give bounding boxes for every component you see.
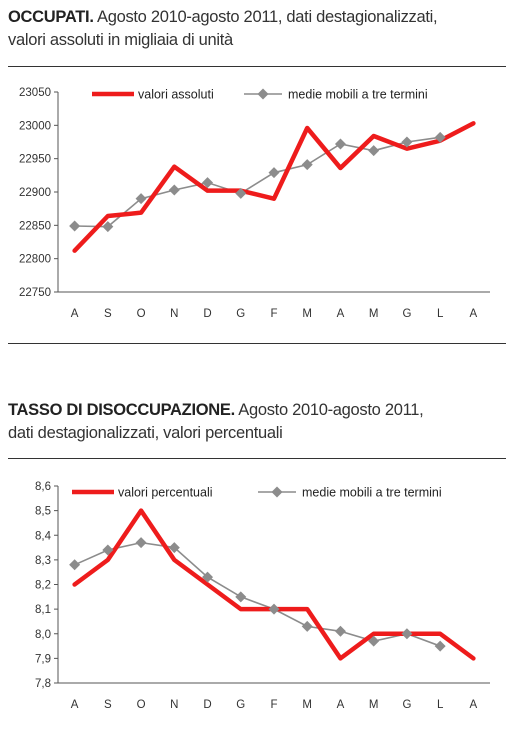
point-medie-mobili [202,571,214,583]
point-medie-mobili [202,177,214,189]
x-tick-label: M [302,699,312,711]
y-tick-label: 7,8 [35,678,51,690]
x-tick-label: A [470,699,478,711]
y-tick-label: 23050 [19,87,51,99]
y-tick-label: 8,5 [35,506,51,518]
chart1-top-rule [8,66,506,67]
x-tick-label: N [170,699,178,711]
x-tick-label: G [236,699,245,711]
y-tick-label: 8,3 [35,555,51,567]
point-medie-mobili [334,138,346,150]
point-medie-mobili [135,193,147,205]
x-tick-label: S [104,308,112,320]
x-tick-label: A [71,699,79,711]
legend-label-valori: valori percentuali [118,486,213,500]
point-medie-mobili [69,559,81,571]
chart2-top-rule [8,458,506,459]
x-tick-label: G [402,308,411,320]
x-tick-label: A [337,308,345,320]
chart1-bottom-rule [8,343,506,344]
point-medie-mobili [168,184,180,196]
point-medie-mobili [102,221,114,233]
x-tick-label: M [302,308,312,320]
point-medie-mobili [368,635,380,647]
series-line-medie-mobili [74,541,441,647]
x-tick-label: M [369,308,379,320]
x-tick-label: A [337,699,345,711]
point-medie-mobili [401,136,413,148]
series-line-valori [72,121,476,253]
y-tick-label: 8,2 [35,580,51,592]
chart1-title-line2: valori assoluti in migliaia di unità [8,31,233,49]
chart1-title-line1: Agosto 2010-agosto 2011, dati destagiona… [93,8,438,26]
y-tick-label: 8,1 [35,604,51,616]
x-tick-label: N [170,308,178,320]
legend-label-medie-mobili: medie mobili a tre termini [288,88,428,102]
point-medie-mobili [301,159,313,171]
point-medie-mobili [301,620,313,632]
point-medie-mobili [235,591,247,603]
point-medie-mobili [102,544,114,556]
series-line-medie-mobili [74,136,441,228]
legend-label-valori: valori assoluti [138,88,214,102]
chart2-title: TASSO DI DISOCCUPAZIONE. Agosto 2010-ago… [8,399,424,445]
x-tick-label: D [203,699,211,711]
x-tick-label: L [437,699,444,711]
point-medie-mobili [135,537,147,549]
point-medie-mobili [434,640,446,652]
x-tick-label: D [203,308,211,320]
x-tick-label: F [270,699,277,711]
point-medie-mobili [268,603,280,615]
x-tick-label: F [270,308,277,320]
point-medie-mobili [268,167,280,179]
y-tick-label: 8,0 [35,629,51,641]
point-medie-mobili [401,628,413,640]
legend-marker-medie-mobili [271,486,283,498]
point-medie-mobili [69,220,81,232]
x-tick-label: A [470,308,478,320]
x-tick-label: M [369,699,379,711]
y-tick-label: 7,9 [35,653,51,665]
y-tick-label: 8,4 [35,530,52,542]
point-medie-mobili [334,625,346,637]
point-medie-mobili [434,131,446,143]
chart1-occupati: 22750 22800 22850 22900 22950 23000 23050 A S O N D… [19,87,490,320]
point-medie-mobili [368,145,380,157]
chart2-disoccupazione: 7,8 7,9 8,0 8,1 8,2 8,3 8,4 8,5 8,6 A S O N D G F M A M G L A… [35,481,490,711]
point-medie-mobili [168,542,180,554]
x-tick-label: L [437,308,444,320]
y-tick-label: 22950 [19,154,51,166]
legend-marker-medie-mobili [257,88,269,100]
y-tick-label: 22850 [19,220,51,232]
chart2-title-line2: dati destagionalizzati, valori percentua… [8,424,283,442]
x-tick-label: G [402,699,411,711]
x-tick-label: A [71,308,79,320]
y-tick-label: 22800 [19,254,51,266]
chart1-title: OCCUPATI. Agosto 2010-agosto 2011, dati … [8,6,438,52]
y-tick-label: 22750 [19,287,51,299]
y-tick-label: 22900 [19,187,51,199]
x-tick-label: O [137,699,146,711]
chart2-title-line1: Agosto 2010-agosto 2011, [234,401,424,419]
x-tick-label: G [236,308,245,320]
legend-label-medie-mobili: medie mobili a tre termini [302,486,442,500]
point-medie-mobili [235,187,247,199]
chart1-title-bold: OCCUPATI. [8,8,94,26]
x-tick-label: O [137,308,146,320]
y-tick-label: 8,6 [35,481,51,493]
chart2-title-bold: TASSO DI DISOCCUPAZIONE. [8,401,235,419]
y-tick-label: 23000 [19,120,51,132]
x-tick-label: S [104,699,112,711]
